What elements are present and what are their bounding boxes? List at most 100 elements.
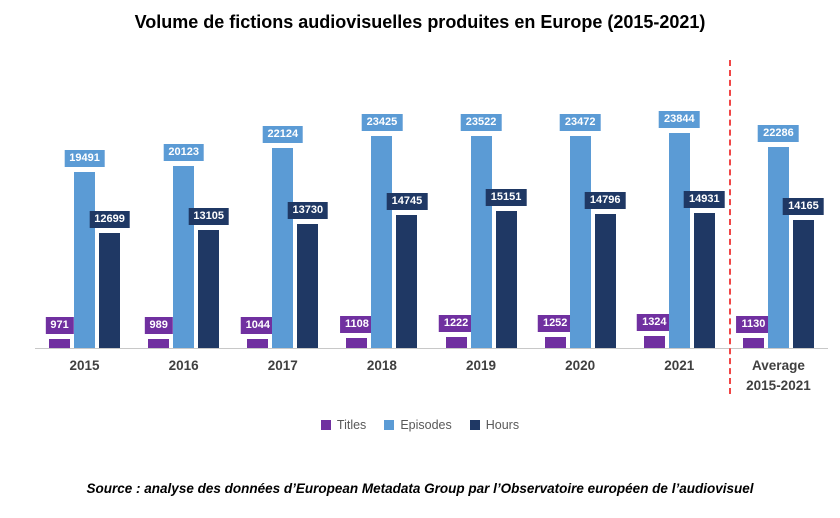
average-separator-line — [728, 60, 731, 394]
legend-swatch-episodes-icon — [384, 420, 395, 430]
data-label-episodes: 19491 — [64, 150, 105, 167]
legend-label-episodes: Episodes — [400, 418, 452, 432]
bar-titles — [247, 339, 269, 348]
data-label-episodes: 22286 — [758, 125, 799, 142]
legend-item-episodes: Episodes — [384, 418, 452, 432]
bar-titles — [346, 338, 368, 348]
barwrap-titles: 1044 — [240, 317, 276, 348]
legend-swatch-titles-icon — [320, 420, 331, 430]
data-label-titles: 1130 — [736, 316, 771, 333]
x-axis-label-2016: 2016 — [168, 358, 199, 373]
plot-area: 971 19491 12699 989 20123 13105 1044 22124 13730… — [35, 60, 828, 394]
barwrap-hours: 14931 — [684, 191, 725, 348]
barwrap-titles: 1108 — [340, 316, 374, 348]
barwrap-episodes: 23472 — [559, 114, 601, 348]
data-label-hours: 14745 — [386, 193, 428, 210]
bar-titles — [643, 336, 665, 348]
x-axis-label-average: Average 2015-2021 — [746, 358, 811, 393]
bar-group-2019: 1222 23522 15151 — [432, 68, 531, 348]
data-label-hours: 14931 — [684, 191, 725, 208]
bar-group-2020: 1252 23472 14796 — [531, 68, 630, 348]
bar-episodes — [173, 166, 195, 348]
data-label-hours: 14796 — [584, 192, 626, 209]
data-label-titles: 1324 — [637, 314, 672, 331]
legend: Titles Episodes Hours — [0, 418, 840, 432]
barwrap-episodes: 19491 — [64, 150, 105, 348]
bar-hours — [99, 233, 121, 348]
data-label-titles: 971 — [45, 317, 74, 334]
bar-episodes — [470, 136, 492, 348]
data-label-episodes: 20123 — [163, 144, 204, 161]
barwrap-episodes: 23844 — [659, 111, 700, 348]
barwrap-hours: 12699 — [89, 211, 130, 348]
bar-titles — [742, 338, 764, 348]
x-axis-label-2019: 2019 — [466, 358, 497, 373]
data-label-titles: 1108 — [340, 316, 374, 333]
legend-item-titles: Titles — [320, 418, 366, 432]
bar-episodes — [569, 136, 591, 348]
data-label-titles: 1222 — [438, 315, 474, 332]
legend-swatch-hours-icon — [469, 420, 480, 430]
barwrap-titles: 1324 — [637, 314, 672, 348]
data-label-episodes: 23472 — [559, 114, 601, 131]
bar-group-average: 1130 22286 14165 — [729, 68, 828, 348]
barwrap-hours: 13105 — [188, 208, 229, 348]
barwrap-hours: 14165 — [783, 198, 824, 348]
data-label-titles: 989 — [144, 317, 173, 334]
data-label-episodes: 23844 — [659, 111, 700, 128]
data-label-titles: 1044 — [240, 317, 276, 334]
x-axis-label-2021: 2021 — [664, 358, 695, 373]
data-label-titles: 1252 — [537, 315, 573, 332]
data-label-hours: 14165 — [783, 198, 824, 215]
legend-item-hours: Hours — [469, 418, 520, 432]
data-label-episodes: 23522 — [460, 114, 502, 131]
data-label-hours: 12699 — [89, 211, 130, 228]
barwrap-episodes: 22286 — [758, 125, 799, 348]
bar-hours — [396, 215, 418, 348]
data-label-hours: 13105 — [188, 208, 229, 225]
data-label-episodes: 23425 — [361, 114, 403, 131]
x-axis-label-2015: 2015 — [69, 358, 100, 373]
bar-hours — [297, 224, 319, 348]
bar-group-2016: 989 20123 13105 — [134, 68, 233, 348]
x-axis-labels: 2015 2016 2017 2018 2019 2020 2021 Average 2015… — [35, 356, 828, 395]
bar-episodes — [371, 136, 393, 348]
bar-group-2018: 1108 23425 14745 — [332, 68, 431, 348]
bar-episodes — [767, 147, 789, 348]
bar-episodes — [272, 148, 294, 348]
barwrap-titles: 1222 — [438, 315, 474, 348]
barwrap-hours: 13730 — [287, 202, 329, 348]
bar-group-2017: 1044 22124 13730 — [233, 68, 332, 348]
bar-group-2015: 971 19491 12699 — [35, 68, 134, 348]
x-axis-label-2017: 2017 — [267, 358, 298, 373]
bar-hours — [792, 220, 814, 348]
bar-hours — [693, 213, 715, 348]
source-note: Source : analyse des données d’European … — [86, 481, 754, 496]
barwrap-hours: 14796 — [584, 192, 626, 348]
barwrap-episodes: 22124 — [262, 126, 304, 348]
barwrap-titles: 1252 — [537, 315, 573, 348]
x-axis-label-2020: 2020 — [565, 358, 596, 373]
data-label-hours: 15151 — [485, 189, 527, 206]
barwrap-episodes: 23425 — [361, 114, 403, 348]
barwrap-titles: 989 — [144, 317, 173, 348]
chart-title: Volume de fictions audiovisuelles produi… — [134, 12, 706, 32]
bar-titles — [49, 339, 71, 348]
barwrap-hours: 15151 — [485, 189, 527, 348]
data-label-hours: 13730 — [287, 202, 329, 219]
bar-titles — [544, 337, 566, 348]
barwrap-episodes: 23522 — [460, 114, 502, 348]
bar-episodes — [668, 133, 690, 348]
barwrap-titles: 1130 — [736, 316, 771, 348]
bar-hours — [198, 230, 220, 348]
bar-hours — [495, 211, 517, 348]
bar-hours — [594, 214, 616, 348]
bar-titles — [148, 339, 170, 348]
barwrap-episodes: 20123 — [163, 144, 204, 348]
data-label-episodes: 22124 — [262, 126, 304, 143]
legend-label-hours: Hours — [485, 418, 520, 432]
barwrap-titles: 971 — [45, 317, 74, 348]
bar-titles — [445, 337, 467, 348]
x-axis-label-2018: 2018 — [366, 358, 397, 373]
